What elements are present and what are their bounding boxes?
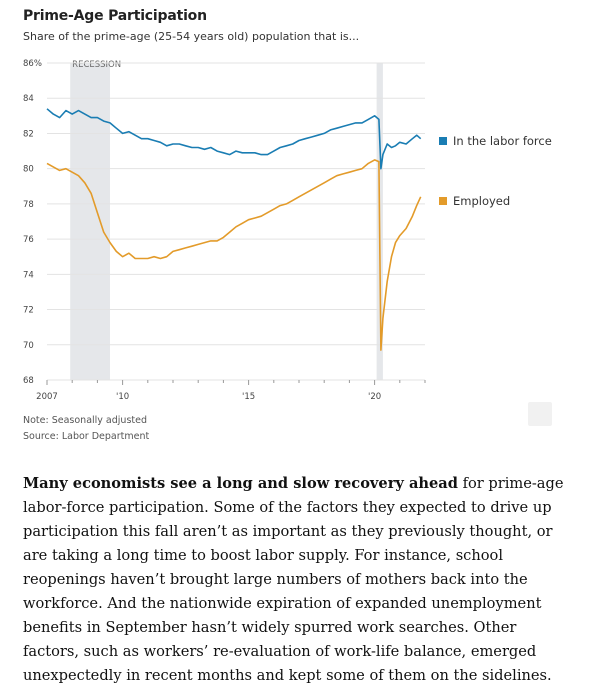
y-tick-label: 74 <box>23 270 34 280</box>
series-line-employed <box>46 159 422 351</box>
recession-band <box>70 63 110 380</box>
expand-chart-button[interactable] <box>528 402 552 426</box>
x-tick-label: '10 <box>116 392 129 402</box>
y-tick-label: 78 <box>23 200 34 210</box>
y-tick-label: 76 <box>23 235 34 245</box>
article-text: for prime-age labor-force participation.… <box>23 475 564 684</box>
chart-title: Prime-Age Participation <box>23 8 207 24</box>
recession-label: RECESSION <box>72 60 121 70</box>
y-tick-label: 70 <box>23 341 34 351</box>
article-lead: Many economists see a long and slow reco… <box>23 475 458 492</box>
legend-swatch <box>439 197 447 205</box>
y-tick-label: 84 <box>23 94 34 104</box>
y-tick-label: 72 <box>23 306 34 316</box>
x-tick-label: '20 <box>368 392 381 402</box>
x-tick-label: '15 <box>242 392 255 402</box>
y-tick-label: 82 <box>23 129 34 139</box>
y-tick-label: 68 <box>23 376 34 386</box>
y-tick-label: 80 <box>23 165 34 175</box>
chart-source: Source: Labor Department <box>23 431 150 442</box>
chart-note: Note: Seasonally adjusted <box>23 415 147 426</box>
chart-subtitle: Share of the prime-age (25-54 years old)… <box>23 30 360 43</box>
x-tick-label: 2007 <box>36 392 58 402</box>
legend-swatch <box>439 137 447 145</box>
y-tick-label: 86% <box>23 59 42 69</box>
article-paragraph: Many economists see a long and slow reco… <box>23 472 568 688</box>
series-line-in-the-labor-force <box>46 108 422 170</box>
line-chart: RECESSION 86% 84 82 80 78 76 74 72 70 68 2007 '10 '… <box>23 59 552 402</box>
legend-label: In the labor force <box>453 134 552 148</box>
legend-label: Employed <box>453 194 510 208</box>
